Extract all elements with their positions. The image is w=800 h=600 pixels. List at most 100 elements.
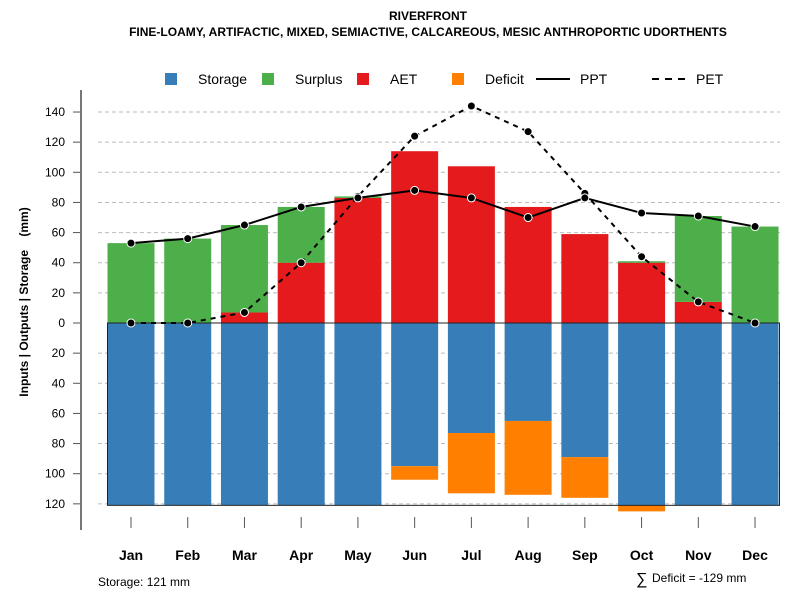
aet-bar	[447, 166, 495, 323]
legend: Storage Surplus AET Deficit PPT PET	[165, 71, 724, 87]
ppt-point	[750, 222, 760, 232]
pet-point	[523, 127, 533, 137]
ppt-point	[693, 211, 703, 221]
storage-bar	[731, 323, 779, 506]
pet-point	[126, 318, 136, 328]
deficit-bar	[504, 420, 552, 495]
storage-bar	[164, 323, 212, 506]
y-tick-label: 60	[52, 226, 66, 240]
y-tick-label: 100	[45, 467, 65, 481]
x-tick-label: Jul	[461, 547, 481, 563]
storage-bar	[277, 323, 325, 506]
deficit-sum-symbol: ∑	[636, 571, 647, 588]
aet-bar	[277, 262, 325, 323]
aet-bar	[618, 262, 666, 323]
ppt-point	[523, 213, 533, 223]
gridlines	[98, 111, 780, 505]
storage-bar	[618, 323, 666, 506]
ppt-point	[353, 193, 363, 203]
pet-point	[637, 252, 647, 262]
y-tick-label: 120	[45, 497, 65, 511]
ppt-line	[130, 189, 756, 245]
x-tick-label: Feb	[175, 547, 200, 563]
storage-frame	[107, 322, 780, 506]
legend-swatch-aet	[357, 73, 369, 85]
surplus-bar	[618, 261, 666, 263]
aet-bar	[334, 197, 382, 323]
legend-label-deficit: Deficit	[485, 71, 524, 87]
chart-subtitle: FINE-LOAMY, ARTIFACTIC, MIXED, SEMIACTIV…	[129, 25, 727, 39]
x-tick-label: Nov	[685, 547, 712, 563]
legend-swatch-deficit	[452, 73, 464, 85]
y-tick-label: 40	[52, 376, 66, 390]
pet-point	[239, 307, 249, 317]
pet-line	[131, 104, 756, 324]
aet-bar	[561, 234, 609, 323]
deficit-annotation: Deficit = -129 mm	[652, 571, 746, 585]
pet-point	[410, 131, 420, 141]
ppt-point	[637, 208, 647, 218]
pet-point	[296, 258, 306, 268]
ppt-point	[580, 193, 590, 203]
surplus-bar	[164, 238, 212, 323]
ppt-point	[183, 234, 193, 244]
ppt-point	[126, 238, 136, 248]
y-axis-label: Inputs | Outputs | Storage (mm)	[17, 207, 31, 396]
surplus-bar	[220, 225, 268, 313]
ppt-point	[466, 193, 476, 203]
y-tick-label: 80	[52, 437, 66, 451]
legend-label-ppt: PPT	[580, 71, 608, 87]
y-tick-label: 20	[52, 286, 66, 300]
y-tick-label: 60	[52, 406, 66, 420]
storage-bar	[220, 323, 268, 506]
axes: 140 120 100 80 60 40 20 0 20 40 60 80 100 120 Jan Feb Ma…	[45, 90, 768, 563]
x-tick-label: May	[344, 547, 371, 563]
x-tick-label: Dec	[742, 547, 768, 563]
y-tick-label: 140	[45, 105, 65, 119]
y-tick-label: 0	[58, 316, 65, 330]
x-tick-label: Sep	[572, 547, 598, 563]
deficit-bar	[561, 457, 609, 498]
storage-bar	[447, 323, 495, 434]
x-tick-label: Jun	[402, 547, 427, 563]
x-tick-label: Oct	[630, 547, 654, 563]
legend-label-aet: AET	[390, 71, 418, 87]
chart-title: RIVERFRONT	[389, 9, 468, 23]
pet-point	[693, 297, 703, 307]
ppt-point	[239, 220, 249, 230]
storage-bar	[561, 323, 609, 458]
pet-point	[750, 318, 760, 328]
ppt-point	[410, 185, 420, 195]
deficit-bar	[618, 505, 666, 512]
y-tick-label: 120	[45, 135, 65, 149]
aet-bar	[504, 206, 552, 323]
x-tick-label: Mar	[232, 547, 257, 563]
storage-bar	[334, 323, 382, 506]
storage-annotation: Storage: 121 mm	[98, 575, 190, 589]
y-tick-label: 40	[52, 256, 66, 270]
storage-bar	[391, 323, 439, 467]
legend-label-storage: Storage	[198, 71, 247, 87]
surplus-bar	[277, 206, 325, 263]
surplus-bar	[731, 226, 779, 323]
legend-label-surplus: Surplus	[295, 71, 342, 87]
aet-bar	[391, 151, 439, 323]
x-tick-label: Apr	[289, 547, 314, 563]
pet-point	[466, 101, 476, 111]
legend-swatch-storage	[165, 73, 177, 85]
lines	[126, 101, 760, 328]
storage-bar	[674, 323, 722, 506]
pet-point	[183, 318, 193, 328]
y-tick-label: 100	[45, 165, 65, 179]
legend-label-pet: PET	[696, 71, 724, 87]
aet-bar	[220, 312, 268, 323]
deficit-bar	[447, 433, 495, 494]
deficit-bar	[391, 466, 439, 480]
x-tick-label: Aug	[515, 547, 542, 563]
storage-bar	[107, 323, 155, 506]
storage-bar	[504, 323, 552, 421]
bars	[107, 151, 780, 512]
y-tick-label: 20	[52, 346, 66, 360]
surplus-bar	[107, 243, 155, 323]
